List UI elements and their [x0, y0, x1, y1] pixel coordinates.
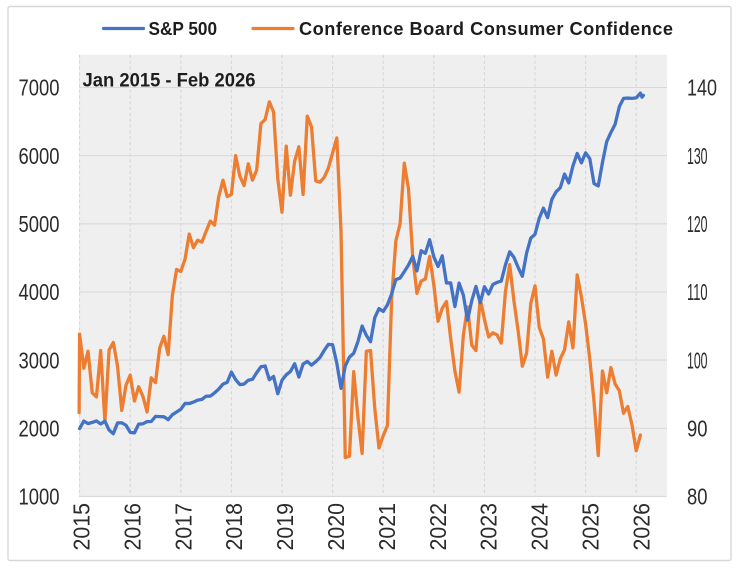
svg-text:140: 140 [687, 75, 717, 101]
svg-text:130: 130 [687, 143, 708, 169]
svg-text:6000: 6000 [19, 143, 60, 169]
svg-text:3000: 3000 [19, 347, 60, 373]
svg-text:5000: 5000 [19, 211, 60, 237]
svg-text:7000: 7000 [19, 75, 60, 101]
svg-text:1000: 1000 [19, 484, 60, 510]
svg-text:2019: 2019 [272, 503, 298, 551]
svg-text:80: 80 [687, 484, 708, 510]
svg-text:2016: 2016 [119, 503, 145, 551]
svg-text:2017: 2017 [170, 503, 196, 551]
svg-text:2025: 2025 [578, 503, 604, 551]
svg-text:2021: 2021 [374, 503, 400, 551]
svg-text:120: 120 [687, 211, 708, 237]
svg-text:4000: 4000 [19, 279, 60, 305]
svg-text:2026: 2026 [628, 503, 654, 551]
svg-text:2000: 2000 [19, 415, 60, 441]
svg-text:100: 100 [687, 347, 708, 373]
svg-text:2020: 2020 [323, 503, 349, 551]
svg-text:90: 90 [687, 415, 708, 441]
svg-text:2018: 2018 [221, 503, 247, 551]
svg-text:Conference Board Consumer Conf: Conference Board Consumer Confidence [299, 19, 673, 39]
svg-text:2022: 2022 [425, 503, 451, 551]
svg-text:110: 110 [687, 279, 708, 305]
svg-text:2015: 2015 [69, 503, 95, 551]
svg-text:S&P 500: S&P 500 [149, 19, 218, 39]
svg-text:2024: 2024 [527, 503, 553, 551]
svg-text:2023: 2023 [476, 503, 502, 551]
svg-text:Jan 2015 - Feb 2026: Jan 2015 - Feb 2026 [83, 70, 256, 92]
